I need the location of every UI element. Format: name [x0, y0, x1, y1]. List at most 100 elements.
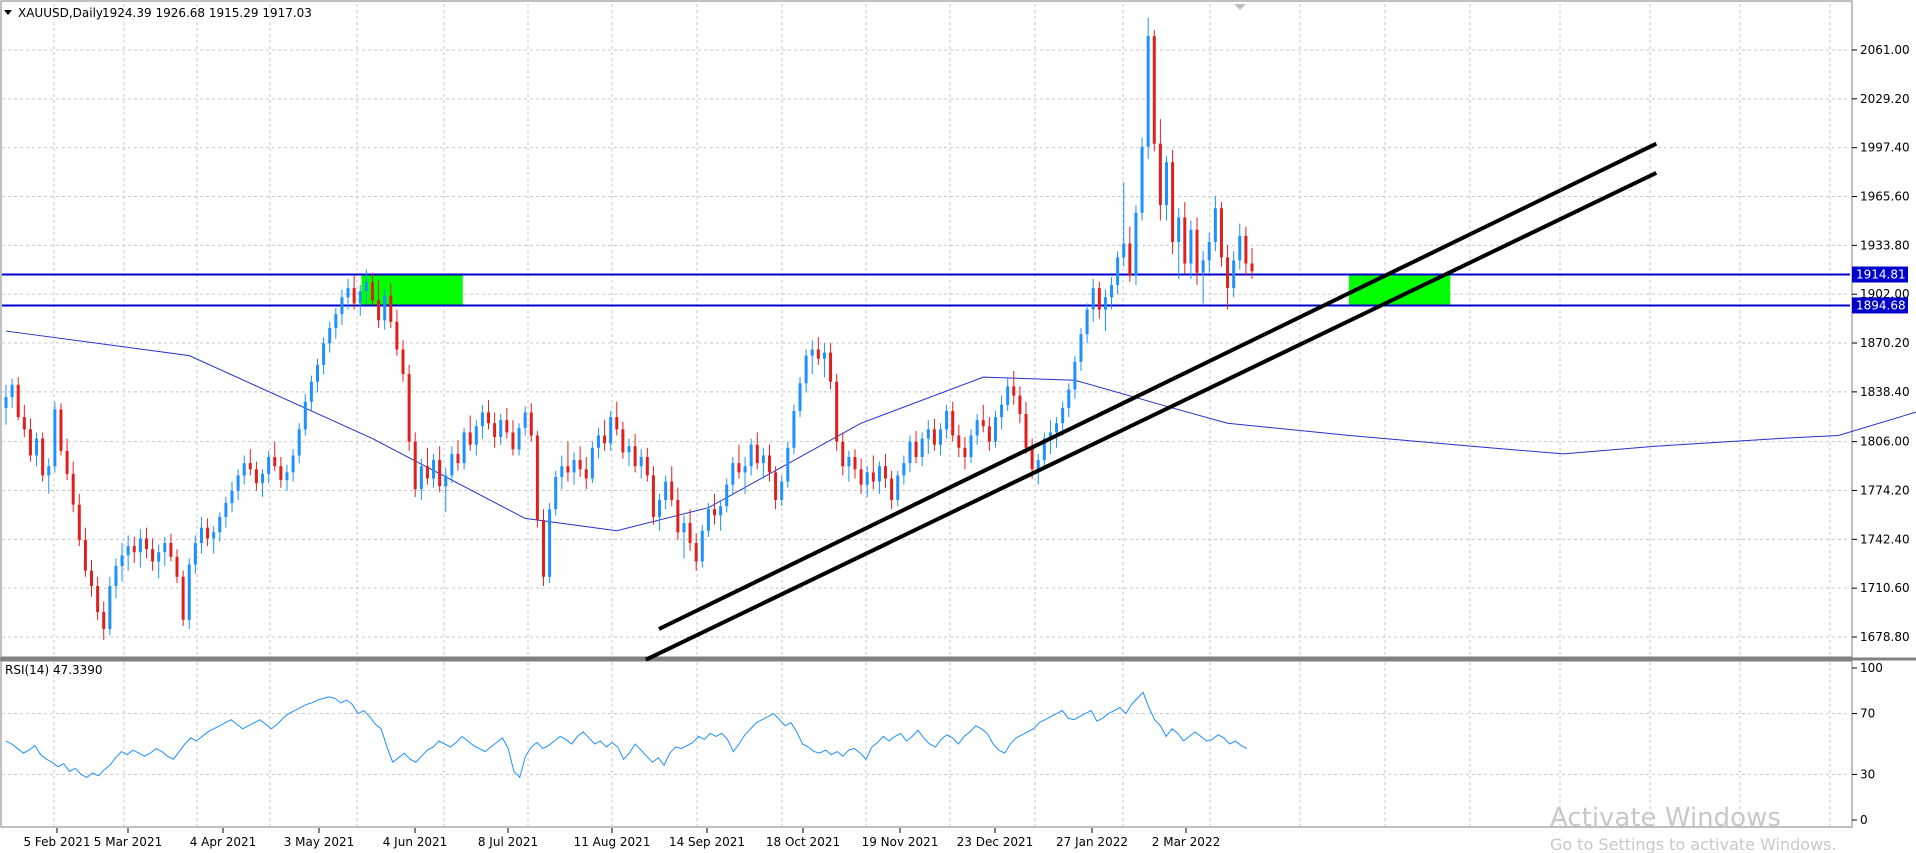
candle-body [83, 539, 87, 571]
candle-body [633, 446, 637, 467]
price-axis-label: 1870.20 [1860, 336, 1910, 350]
candle-body [792, 410, 796, 448]
price-axis-label: 1742.40 [1860, 532, 1910, 546]
candle-body [596, 435, 600, 448]
candle-body [487, 412, 491, 424]
candle-body [890, 478, 894, 501]
candle-body [1201, 260, 1205, 273]
time-axis-label: 8 Jul 2021 [478, 835, 538, 849]
candle-body [1012, 386, 1016, 396]
candle-body [291, 455, 295, 473]
candle-body [780, 481, 784, 501]
candle-body [932, 429, 936, 445]
candle-body [1152, 36, 1156, 144]
green-zone [361, 274, 463, 306]
candle-body [1006, 386, 1010, 405]
level-price-tag [1852, 297, 1908, 314]
candle-body [1164, 162, 1168, 206]
candle-body [413, 441, 417, 490]
candle-body [658, 500, 662, 517]
candle-body [1116, 257, 1120, 285]
candle-body [151, 549, 155, 562]
candle-body [383, 295, 387, 321]
candle-body [377, 300, 381, 321]
candle-body [975, 420, 979, 436]
time-axis-label: 27 Jan 2022 [1056, 835, 1128, 849]
dropdown-triangle-icon[interactable] [4, 10, 12, 15]
chart-ohlc: 1924.39 1926.68 1915.29 1917.03 [102, 6, 312, 20]
candle-body [749, 444, 753, 467]
level-price-tag [1852, 266, 1908, 283]
candle-body [432, 460, 436, 479]
price-axis-label: 1774.20 [1860, 483, 1910, 497]
candle-body [719, 506, 723, 516]
candle-body [1067, 389, 1071, 408]
candle-body [493, 423, 497, 438]
candle-body [969, 435, 973, 457]
candle-body [419, 466, 423, 490]
candle-body [370, 281, 374, 301]
candle-body [774, 472, 778, 501]
candle-body [706, 509, 710, 531]
candle-body [517, 427, 521, 450]
candle-body [603, 435, 607, 444]
candle-body [725, 484, 729, 507]
candle-body [896, 475, 900, 501]
candle-body [1042, 438, 1046, 461]
candle-body [798, 383, 802, 411]
price-axis-label: 1997.40 [1860, 141, 1910, 155]
candle-body [651, 475, 655, 517]
candles [4, 17, 1254, 640]
candle-body [920, 438, 924, 457]
candle-body [352, 288, 356, 304]
candle-body [71, 473, 75, 505]
candle-body [499, 420, 503, 438]
candle-body [804, 355, 808, 384]
candle-body [627, 446, 631, 453]
candle-body [688, 523, 692, 544]
candle-body [41, 438, 45, 476]
candle-body [144, 538, 148, 550]
candle-body [1183, 217, 1187, 264]
candle-body [731, 463, 735, 485]
candle-body [951, 410, 955, 436]
candle-body [841, 441, 845, 467]
candle-body [401, 349, 405, 375]
candle-body [193, 543, 197, 565]
candle-body [364, 281, 368, 292]
level-price-label: 1894.68 [1856, 298, 1906, 312]
candle-body [90, 570, 94, 587]
trendlines[interactable] [645, 141, 1658, 662]
candle-body [132, 546, 136, 553]
candle-body [1250, 263, 1254, 272]
candle-body [694, 543, 698, 562]
time-axis: 5 Feb 2021 5 Mar 2021 4 Apr 2021 3 May 2021… [23, 828, 1220, 849]
candle-body [1122, 243, 1126, 258]
candle-body [267, 456, 271, 474]
candle-body [169, 543, 173, 557]
candle-body [1219, 208, 1223, 258]
candle-body [16, 384, 20, 418]
horizontal-levels[interactable] [2, 273, 1850, 307]
candle-body [554, 476, 558, 510]
candle-body [53, 409, 57, 467]
candle-body [102, 612, 106, 630]
candle-body [328, 327, 332, 344]
candle-body [450, 453, 454, 476]
candle-body [438, 460, 442, 487]
grid [2, 4, 1850, 826]
rsi-axis-label: 30 [1860, 767, 1875, 781]
candle-body [877, 466, 881, 482]
candle-body [1110, 284, 1114, 298]
candle-body [584, 469, 588, 479]
candle-body [822, 352, 826, 359]
candle-body [1238, 235, 1242, 261]
watermark-subtitle: Go to Settings to activate Windows. [1550, 835, 1837, 853]
scroll-marker-icon[interactable] [1234, 4, 1246, 10]
candle-body [1213, 208, 1217, 242]
time-axis-label: 5 Feb 2021 [23, 835, 90, 849]
candle-body [138, 538, 142, 553]
candle-body [199, 527, 203, 544]
